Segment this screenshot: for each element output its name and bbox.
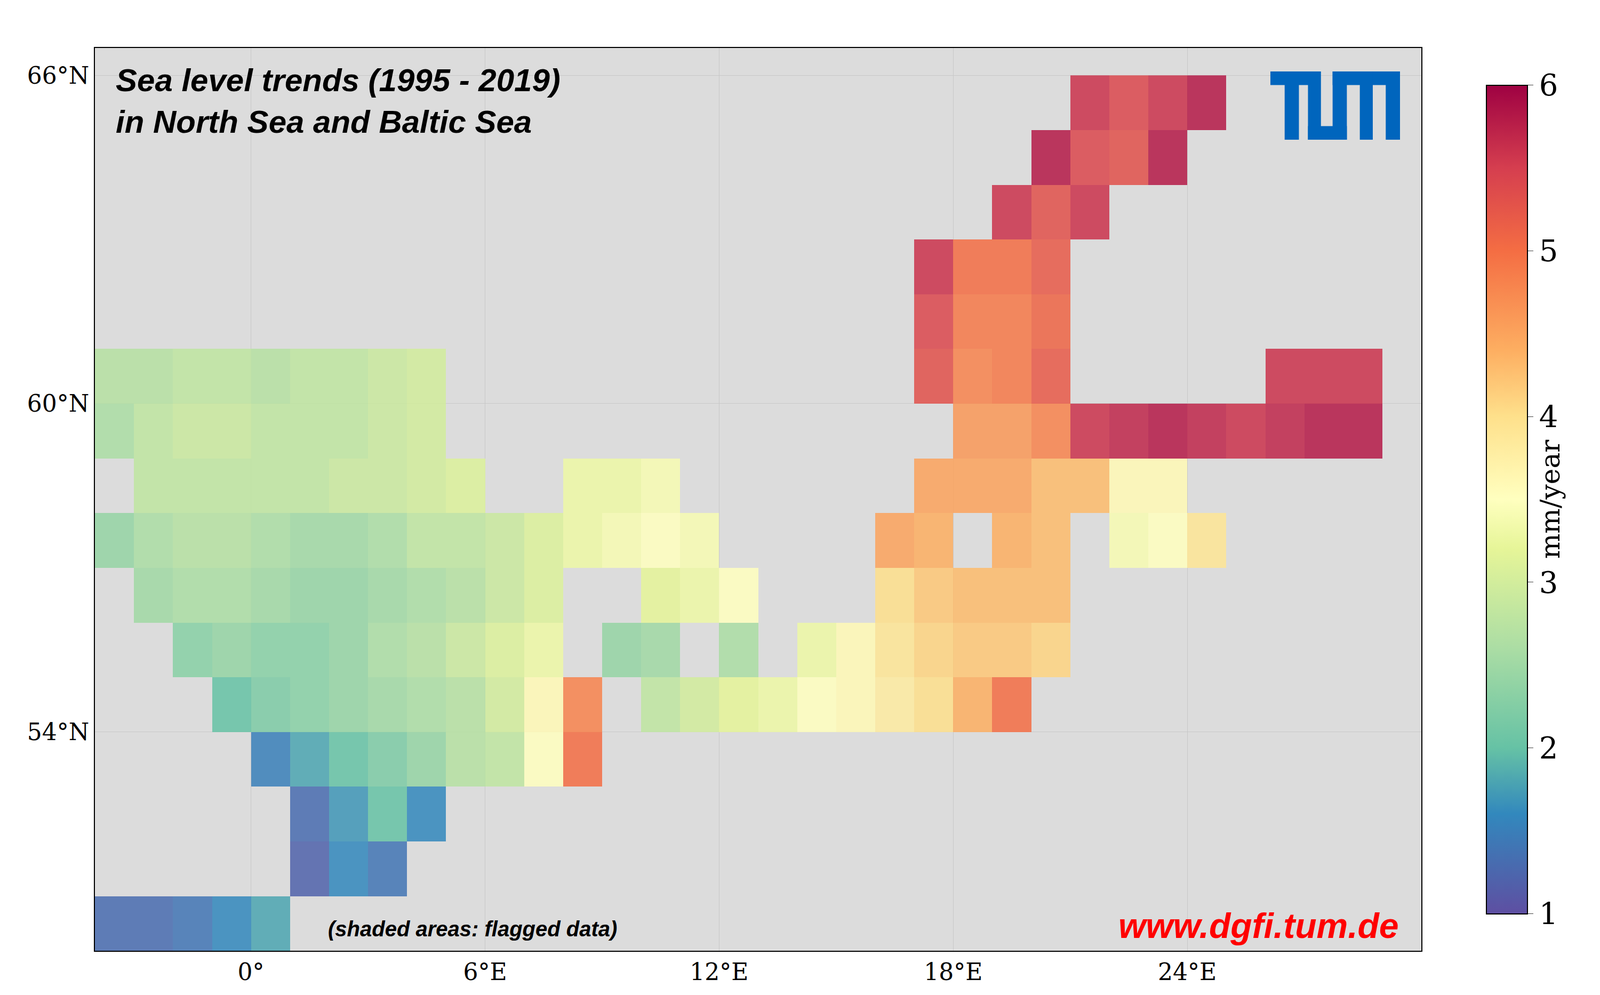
svg-text:6: 6 — [1539, 67, 1559, 103]
svg-text:66°N: 66°N — [27, 61, 90, 90]
svg-text:1: 1 — [1539, 896, 1559, 932]
svg-text:www.dgfi.tum.de: www.dgfi.tum.de — [1118, 906, 1399, 946]
svg-text:Sea level trends (1995 - 2019): Sea level trends (1995 - 2019)in North S… — [115, 62, 561, 140]
svg-text:mm/year: mm/year — [1534, 440, 1566, 559]
svg-text:12°E: 12°E — [689, 958, 749, 986]
svg-text:60°N: 60°N — [27, 389, 90, 418]
svg-text:18°E: 18°E — [923, 958, 983, 986]
svg-text:6°E: 6°E — [462, 958, 507, 986]
svg-text:0°: 0° — [237, 958, 265, 986]
svg-text:2: 2 — [1539, 730, 1559, 766]
svg-text:3: 3 — [1539, 565, 1559, 600]
svg-text:24°E: 24°E — [1157, 958, 1217, 986]
svg-text:(shaded areas: flagged data): (shaded areas: flagged data) — [328, 917, 618, 941]
svg-text:5: 5 — [1539, 233, 1559, 269]
svg-text:54°N: 54°N — [27, 718, 90, 746]
svg-text:4: 4 — [1539, 399, 1559, 435]
